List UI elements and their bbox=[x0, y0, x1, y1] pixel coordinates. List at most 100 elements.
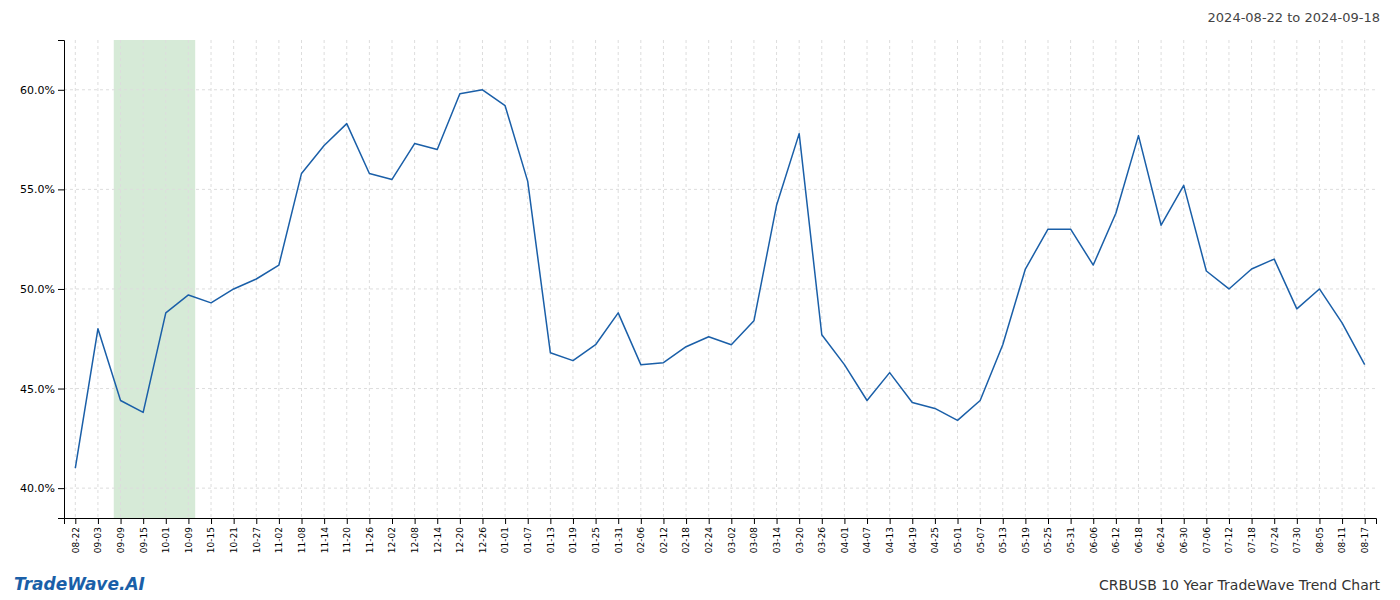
x-tick: 02-12 bbox=[659, 518, 669, 553]
line bbox=[75, 90, 1364, 468]
x-tick-mark bbox=[663, 518, 664, 524]
x-tick: 02-24 bbox=[704, 518, 714, 553]
x-tick-mark bbox=[256, 518, 257, 524]
subtitle: 2024-08-22 to 2024-09-18 bbox=[1208, 10, 1380, 25]
x-tick: 12-26 bbox=[478, 518, 488, 553]
x-tick-label: 03-20 bbox=[795, 527, 805, 553]
x-tick-mark bbox=[1229, 518, 1230, 524]
x-tick-label: 12-26 bbox=[478, 527, 488, 553]
x-tick: 07-06 bbox=[1202, 518, 1212, 553]
x-tick-mark bbox=[731, 518, 732, 524]
grid-line bbox=[844, 40, 845, 518]
grid-line bbox=[663, 40, 664, 518]
y-tick-mark bbox=[58, 289, 64, 290]
x-tick-mark bbox=[1252, 518, 1253, 524]
x-tick: 05-13 bbox=[998, 518, 1008, 553]
x-tick-mark bbox=[528, 518, 529, 524]
grid-line bbox=[459, 40, 460, 518]
x-tick: 12-08 bbox=[410, 518, 420, 553]
x-tick-mark bbox=[1365, 518, 1366, 524]
grid-line bbox=[75, 40, 76, 518]
grid-line bbox=[686, 40, 687, 518]
grid-line bbox=[165, 40, 166, 518]
x-tick-mark bbox=[1071, 518, 1072, 524]
x-tick: 01-13 bbox=[546, 518, 556, 553]
x-tick: 09-15 bbox=[139, 518, 149, 553]
annotation: TradeWave.AI bbox=[14, 574, 145, 594]
x-tick-mark bbox=[1025, 518, 1026, 524]
x-tick-mark bbox=[980, 518, 981, 524]
x-tick-label: 11-26 bbox=[365, 527, 375, 553]
x-tick: 12-14 bbox=[433, 518, 443, 553]
x-tick: 10-21 bbox=[229, 518, 239, 553]
x-tick-label: 04-13 bbox=[885, 527, 895, 553]
x-tick-mark bbox=[799, 518, 800, 524]
x-tick-label: 09-03 bbox=[93, 527, 103, 553]
x-tick-label: 07-24 bbox=[1270, 527, 1280, 553]
grid-line bbox=[1025, 40, 1026, 518]
x-tick-mark bbox=[1342, 518, 1343, 524]
x-tick-mark bbox=[234, 518, 235, 524]
grid-line bbox=[640, 40, 641, 518]
x-tick-label: 01-25 bbox=[591, 527, 601, 553]
x-tick-mark bbox=[1003, 518, 1004, 524]
x-tick: 03-26 bbox=[817, 518, 827, 553]
x-tick: 07-30 bbox=[1292, 518, 1302, 553]
x-tick: 05-19 bbox=[1021, 518, 1031, 553]
x-tick-mark bbox=[75, 518, 76, 524]
x-tick-mark bbox=[302, 518, 303, 524]
x-tick: 11-08 bbox=[297, 518, 307, 553]
x-tick-mark bbox=[844, 518, 845, 524]
y-axis-line bbox=[58, 41, 65, 519]
x-tick: 11-20 bbox=[342, 518, 352, 553]
x-tick: 08-11 bbox=[1337, 518, 1347, 553]
x-tick-label: 05-31 bbox=[1066, 527, 1076, 553]
grid-line bbox=[708, 40, 709, 518]
x-tick-mark bbox=[392, 518, 393, 524]
x-tick-label: 06-24 bbox=[1156, 527, 1166, 553]
x-tick-label: 11-02 bbox=[274, 527, 284, 553]
x-tick-mark bbox=[1048, 518, 1049, 524]
chart: 40.0%45.0%50.0%55.0%60.0%08-2209-0309-09… bbox=[0, 0, 1400, 600]
grid-line bbox=[595, 40, 596, 518]
y-axis: 40.0%45.0%50.0%55.0%60.0% bbox=[20, 41, 64, 519]
grid bbox=[64, 40, 1376, 518]
x-tick-mark bbox=[935, 518, 936, 524]
x-tick-label: 02-12 bbox=[659, 527, 669, 553]
grid-line bbox=[505, 40, 506, 518]
x-tick: 11-26 bbox=[365, 518, 375, 553]
x-tick: 07-24 bbox=[1270, 518, 1280, 553]
x-tick: 05-01 bbox=[953, 518, 963, 553]
grid-line bbox=[753, 40, 754, 518]
grid-line bbox=[97, 40, 98, 518]
grid-line bbox=[1274, 40, 1275, 518]
x-tick-label: 10-15 bbox=[206, 527, 216, 553]
x-tick-mark bbox=[98, 518, 99, 524]
grid-line bbox=[799, 40, 800, 518]
x-tick-mark bbox=[709, 518, 710, 524]
x-tick: 04-25 bbox=[930, 518, 940, 553]
x-tick-mark bbox=[1184, 518, 1185, 524]
grid-line bbox=[980, 40, 981, 518]
x-tick: 03-14 bbox=[772, 518, 782, 553]
x-tick: 06-18 bbox=[1134, 518, 1144, 553]
x-tick-mark bbox=[1116, 518, 1117, 524]
x-tick-label: 12-14 bbox=[433, 527, 443, 553]
x-tick: 06-06 bbox=[1089, 518, 1099, 553]
x-tick-label: 03-08 bbox=[749, 527, 759, 553]
x-tick-mark bbox=[211, 518, 212, 524]
grid-line bbox=[64, 388, 1376, 389]
y-tick: 55.0% bbox=[20, 183, 64, 196]
x-tick: 10-27 bbox=[252, 518, 262, 553]
x-tick: 05-31 bbox=[1066, 518, 1076, 553]
grid-line bbox=[414, 40, 415, 518]
x-tick-mark bbox=[822, 518, 823, 524]
grid-line bbox=[278, 40, 279, 518]
y-tick: 40.0% bbox=[20, 482, 64, 495]
grid-line bbox=[776, 40, 777, 518]
x-tick: 04-13 bbox=[885, 518, 895, 553]
x-tick-label: 12-20 bbox=[455, 527, 465, 553]
x-tick-label: 05-13 bbox=[998, 527, 1008, 553]
x-tick-mark bbox=[1297, 518, 1298, 524]
y-tick-mark bbox=[58, 90, 64, 91]
